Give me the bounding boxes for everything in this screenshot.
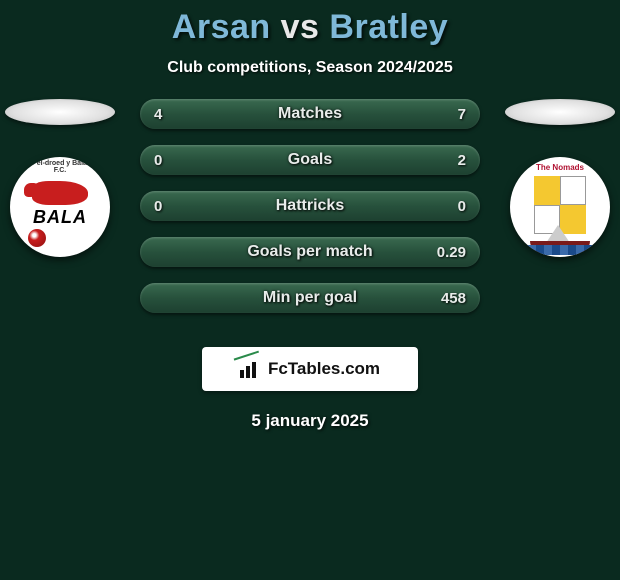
- subtitle: Club competitions, Season 2024/2025: [0, 59, 620, 77]
- brand-text: FcTables.com: [268, 359, 380, 379]
- stat-right-value: 458: [441, 290, 466, 307]
- comparison-widget: Arsan vs Bratley Club competitions, Seas…: [0, 0, 620, 431]
- content-area: Clwb Pêl-droed y Bala Town F.C. BALA The…: [0, 99, 620, 339]
- left-column: Clwb Pêl-droed y Bala Town F.C. BALA: [0, 99, 120, 257]
- team2-crest[interactable]: The Nomads: [510, 157, 610, 257]
- stat-row-goals-per-match: Goals per match 0.29: [140, 237, 480, 267]
- stats-bars: 4 Matches 7 0 Goals 2 0 Hattricks 0 Goal…: [140, 99, 480, 329]
- stat-left-value: 0: [154, 198, 162, 215]
- stat-row-matches: 4 Matches 7: [140, 99, 480, 129]
- stat-label: Goals per match: [247, 243, 372, 261]
- vs-separator: vs: [281, 8, 320, 46]
- player1-photo-placeholder: [5, 99, 115, 125]
- chart-icon: [240, 360, 262, 378]
- stat-left-value: 0: [154, 152, 162, 169]
- stat-left-value: 4: [154, 106, 162, 123]
- player2-name: Bratley: [329, 8, 448, 46]
- player1-name: Arsan: [172, 8, 271, 46]
- stat-right-value: 0: [458, 198, 466, 215]
- stat-right-value: 0.29: [437, 244, 466, 261]
- ship-icon: [520, 225, 600, 253]
- stat-right-value: 2: [458, 152, 466, 169]
- stat-label: Hattricks: [276, 197, 344, 215]
- date-label: 5 january 2025: [0, 411, 620, 431]
- stat-label: Matches: [278, 105, 342, 123]
- right-column: The Nomads: [500, 99, 620, 257]
- stat-label: Min per goal: [263, 289, 357, 307]
- stat-row-min-per-goal: Min per goal 458: [140, 283, 480, 313]
- team1-crest-text: BALA: [33, 207, 87, 228]
- ball-icon: [28, 229, 46, 247]
- team1-crest[interactable]: Clwb Pêl-droed y Bala Town F.C. BALA: [10, 157, 110, 257]
- player2-photo-placeholder: [505, 99, 615, 125]
- stat-row-hattricks: 0 Hattricks 0: [140, 191, 480, 221]
- stat-label: Goals: [288, 151, 332, 169]
- stat-right-value: 7: [458, 106, 466, 123]
- team2-banner-text: The Nomads: [536, 163, 584, 172]
- page-title: Arsan vs Bratley: [0, 8, 620, 47]
- stat-row-goals: 0 Goals 2: [140, 145, 480, 175]
- brand-footer[interactable]: FcTables.com: [202, 347, 418, 391]
- dragon-icon: [32, 181, 88, 205]
- team1-ring-text: Clwb Pêl-droed y Bala Town F.C.: [10, 160, 110, 174]
